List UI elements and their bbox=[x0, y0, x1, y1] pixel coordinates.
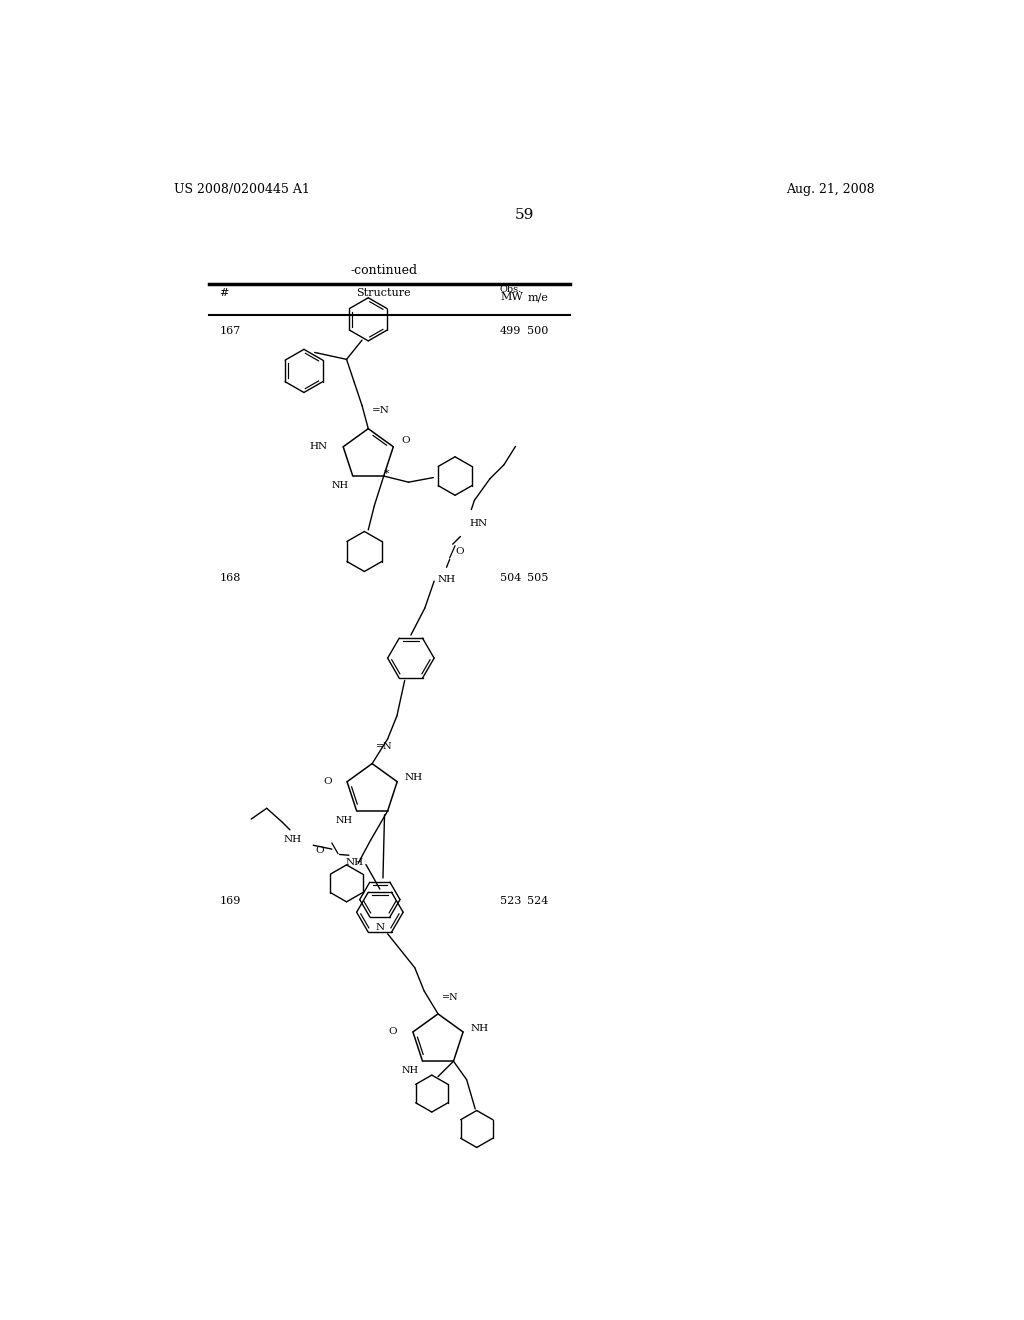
Text: #: # bbox=[219, 288, 228, 298]
Text: O: O bbox=[389, 1027, 397, 1036]
Text: O: O bbox=[456, 548, 465, 556]
Text: 59: 59 bbox=[515, 207, 535, 222]
Text: O: O bbox=[315, 846, 324, 855]
Text: 168: 168 bbox=[219, 573, 241, 582]
Text: O: O bbox=[323, 777, 332, 787]
Text: NH: NH bbox=[471, 1023, 488, 1032]
Text: *: * bbox=[383, 469, 389, 479]
Text: NH: NH bbox=[284, 834, 302, 843]
Text: O: O bbox=[401, 436, 410, 445]
Text: Aug. 21, 2008: Aug. 21, 2008 bbox=[786, 182, 876, 195]
Text: 504: 504 bbox=[500, 573, 521, 582]
Text: 499: 499 bbox=[500, 326, 521, 337]
Text: Structure: Structure bbox=[356, 288, 411, 298]
Text: m/e: m/e bbox=[527, 292, 548, 302]
Text: 500: 500 bbox=[527, 326, 549, 337]
Text: =N: =N bbox=[442, 993, 459, 1002]
Text: -continued: -continued bbox=[350, 264, 418, 277]
Text: 523: 523 bbox=[500, 896, 521, 906]
Text: =N: =N bbox=[372, 405, 390, 414]
Text: HN: HN bbox=[470, 519, 487, 528]
Text: US 2008/0200445 A1: US 2008/0200445 A1 bbox=[174, 182, 310, 195]
Text: 505: 505 bbox=[527, 573, 549, 582]
Text: NH: NH bbox=[332, 480, 349, 490]
Text: NH: NH bbox=[336, 816, 352, 825]
Text: NH: NH bbox=[404, 774, 423, 783]
Text: HN: HN bbox=[309, 442, 328, 451]
Text: NH: NH bbox=[438, 576, 456, 583]
Text: N: N bbox=[376, 923, 384, 932]
Text: NH: NH bbox=[401, 1065, 419, 1074]
Text: Obs.: Obs. bbox=[500, 285, 522, 294]
Text: 169: 169 bbox=[219, 896, 241, 906]
Text: 524: 524 bbox=[527, 896, 549, 906]
Text: MW: MW bbox=[500, 292, 522, 302]
Text: NH: NH bbox=[345, 858, 364, 867]
Text: 167: 167 bbox=[219, 326, 241, 337]
Text: =N: =N bbox=[376, 742, 392, 751]
